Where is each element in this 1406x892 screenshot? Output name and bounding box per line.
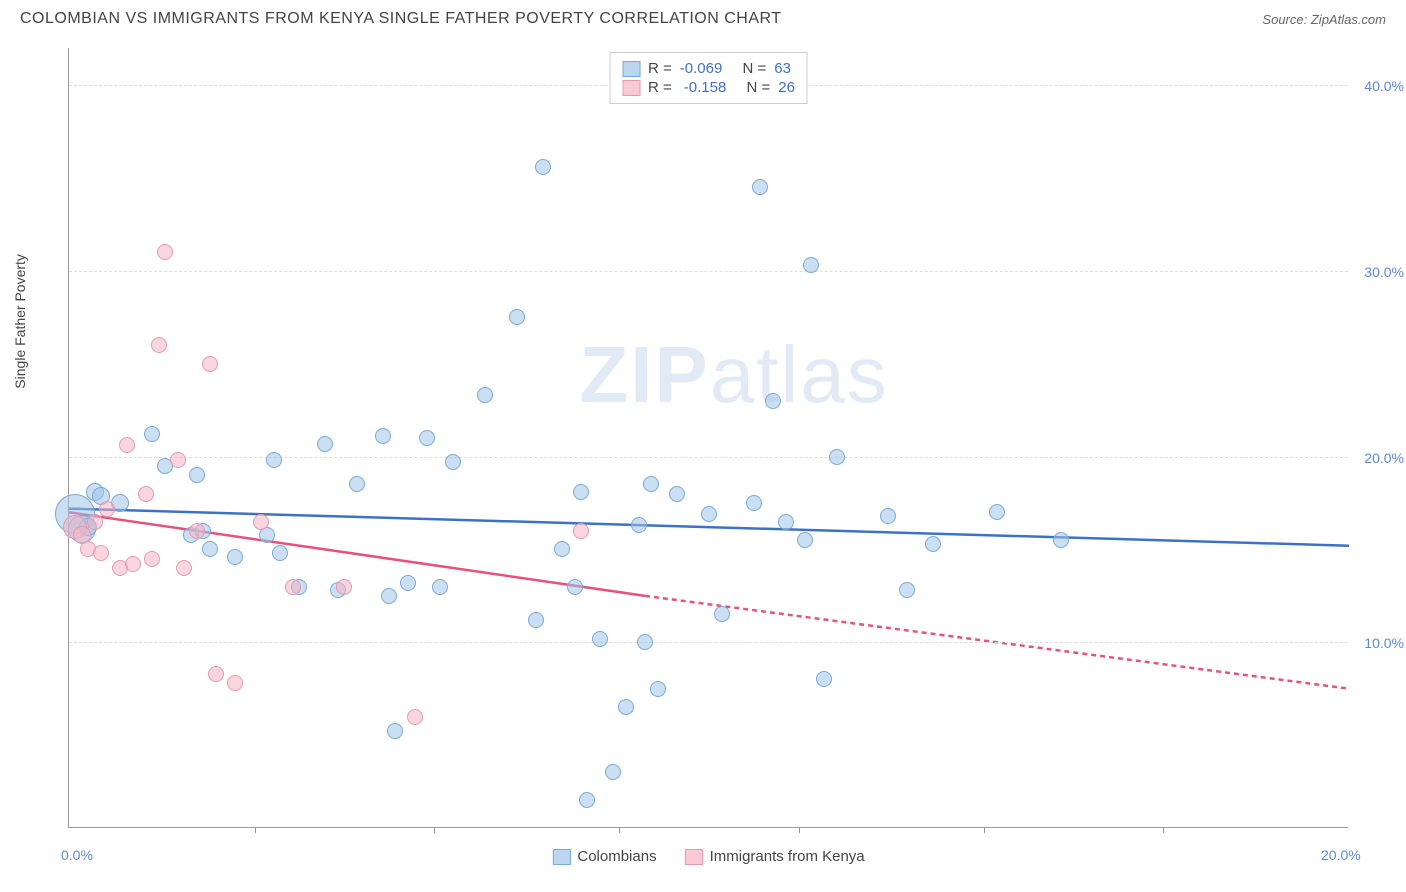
data-point [816,671,832,687]
source-attribution: Source: ZipAtlas.com [1262,12,1386,27]
data-point [592,631,608,647]
gridline: 10.0% [69,642,1348,643]
data-point [432,579,448,595]
x-tick [255,827,256,833]
data-point [880,508,896,524]
data-point [1053,532,1069,548]
data-point [144,426,160,442]
data-point [535,159,551,175]
data-point [528,612,544,628]
data-point [605,764,621,780]
plot-area: ZIPatlas R = -0.069 N = 63 R = -0.158 N … [68,48,1348,828]
data-point [119,437,135,453]
series-legend: Colombians Immigrants from Kenya [552,848,864,865]
data-point [227,549,243,565]
data-point [567,579,583,595]
data-point [87,514,103,530]
data-point [509,309,525,325]
data-point [643,476,659,492]
gridline: 30.0% [69,271,1348,272]
data-point [375,428,391,444]
data-point [573,484,589,500]
data-point [803,257,819,273]
data-point [579,792,595,808]
swatch-pink-icon [622,80,640,96]
data-point [125,556,141,572]
data-point [573,523,589,539]
chart-header: COLOMBIAN VS IMMIGRANTS FROM KENYA SINGL… [0,0,1406,33]
data-point [778,514,794,530]
data-point [554,541,570,557]
data-point [144,551,160,567]
legend-item-colombians: Colombians [552,848,656,865]
data-point [631,517,647,533]
data-point [189,467,205,483]
data-point [151,337,167,353]
legend-row-kenya: R = -0.158 N = 26 [622,78,795,97]
x-tick [619,827,620,833]
data-point [138,486,154,502]
data-point [701,506,717,522]
x-tick [1163,827,1164,833]
data-point [650,681,666,697]
y-axis-title: Single Father Poverty [12,254,28,389]
data-point [989,504,1005,520]
data-point [170,452,186,468]
swatch-blue-icon [552,849,570,865]
data-point [253,514,269,530]
x-tick-label: 0.0% [61,847,93,863]
data-point [669,486,685,502]
chart-title: COLOMBIAN VS IMMIGRANTS FROM KENYA SINGL… [20,10,782,28]
data-point [381,588,397,604]
data-point [618,699,634,715]
swatch-blue-icon [622,61,640,77]
y-tick-label: 10.0% [1364,635,1404,651]
data-point [202,541,218,557]
gridline: 20.0% [69,457,1348,458]
data-point [925,536,941,552]
data-point [336,579,352,595]
x-tick [799,827,800,833]
x-tick [434,827,435,833]
data-point [387,723,403,739]
correlation-legend: R = -0.069 N = 63 R = -0.158 N = 26 [609,52,808,104]
trend-lines-svg [69,48,1348,827]
data-point [899,582,915,598]
data-point [477,387,493,403]
data-point [157,244,173,260]
data-point [714,606,730,622]
data-point [208,666,224,682]
data-point [272,545,288,561]
data-point [746,495,762,511]
data-point [752,179,768,195]
legend-row-colombians: R = -0.069 N = 63 [622,59,795,78]
data-point [99,501,115,517]
chart-container: Single Father Poverty ZIPatlas R = -0.06… [50,48,1390,848]
data-point [637,634,653,650]
data-point [317,436,333,452]
data-point [400,575,416,591]
legend-item-kenya: Immigrants from Kenya [685,848,865,865]
y-tick-label: 20.0% [1364,450,1404,466]
data-point [227,675,243,691]
data-point [419,430,435,446]
watermark: ZIPatlas [579,329,888,421]
data-point [829,449,845,465]
data-point [765,393,781,409]
data-point [407,709,423,725]
x-tick-label: 20.0% [1321,847,1361,863]
data-point [189,523,205,539]
data-point [285,579,301,595]
data-point [93,545,109,561]
y-tick-label: 30.0% [1364,264,1404,280]
swatch-pink-icon [685,849,703,865]
data-point [445,454,461,470]
data-point [176,560,192,576]
data-point [349,476,365,492]
y-tick-label: 40.0% [1364,78,1404,94]
data-point [202,356,218,372]
x-tick [984,827,985,833]
data-point [266,452,282,468]
data-point [797,532,813,548]
